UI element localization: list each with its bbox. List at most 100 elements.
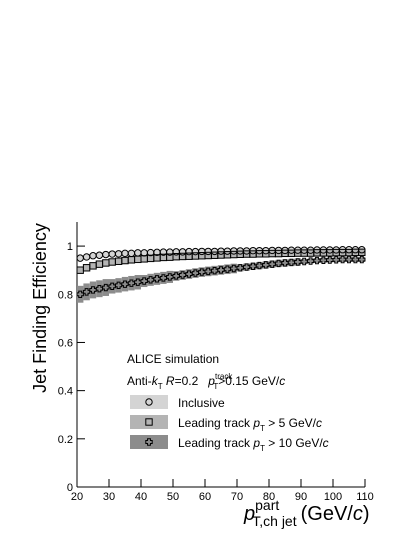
point xyxy=(191,269,200,277)
error-band xyxy=(102,259,109,267)
error-band xyxy=(89,262,97,270)
text-segment: c xyxy=(316,416,322,430)
point xyxy=(358,248,366,257)
error-band xyxy=(134,275,141,290)
error-band xyxy=(160,249,167,255)
point xyxy=(249,262,257,271)
point xyxy=(134,278,142,286)
point xyxy=(153,275,161,283)
text-segment: Leading track xyxy=(178,436,253,450)
x-tick-label: 80 xyxy=(263,491,275,503)
text-segment: Inclusive xyxy=(178,396,225,410)
annotation: Anti-kT R=0.2 ptrack T>0.15 GeV/c xyxy=(127,372,285,391)
error-band xyxy=(160,271,167,284)
error-band xyxy=(96,252,103,258)
error-band xyxy=(211,248,218,254)
point xyxy=(345,255,353,264)
error-band xyxy=(141,275,148,288)
error-band xyxy=(275,259,282,268)
error-band xyxy=(102,279,109,296)
error-band xyxy=(96,280,103,298)
text-segment: p xyxy=(207,374,215,388)
text-segment: Anti- xyxy=(127,374,152,388)
x-tick-label: 40 xyxy=(135,491,147,503)
annotation: ALICE simulation xyxy=(127,352,219,366)
error-band xyxy=(121,250,129,256)
point xyxy=(313,256,321,265)
text-segment: p xyxy=(243,503,255,525)
point xyxy=(358,255,366,264)
error-band xyxy=(217,248,225,254)
text-segment: Leading track xyxy=(178,416,253,430)
error-band xyxy=(192,252,199,260)
error-band xyxy=(333,248,340,257)
legend-label: Leading track pT > 5 GeV/c xyxy=(178,416,322,433)
point xyxy=(114,281,123,290)
error-band xyxy=(224,264,231,275)
point xyxy=(294,258,302,266)
x-tick-label: 110 xyxy=(356,491,374,503)
error-band xyxy=(179,252,186,261)
error-band xyxy=(141,255,148,263)
point xyxy=(76,290,84,298)
error-band xyxy=(89,253,97,259)
error-band xyxy=(173,271,180,281)
error-band xyxy=(205,251,212,260)
point xyxy=(127,279,136,287)
x-axis-label: ppart T,ch jet (GeV/c) xyxy=(243,497,370,529)
point xyxy=(166,273,174,281)
error-band xyxy=(134,250,141,256)
error-band xyxy=(147,273,154,286)
point xyxy=(172,272,180,280)
point xyxy=(145,398,153,406)
legend-swatch xyxy=(130,415,168,429)
point xyxy=(145,418,153,426)
point xyxy=(351,255,360,264)
point xyxy=(319,256,328,265)
y-axis-label: Jet Finding Efficiency xyxy=(30,223,50,393)
error-band xyxy=(134,255,141,263)
text-segment: > 10 GeV/ xyxy=(265,436,323,450)
error-band xyxy=(313,258,321,263)
error-band xyxy=(243,263,250,271)
text-segment: p xyxy=(252,436,260,450)
point xyxy=(300,257,308,266)
error-band xyxy=(89,281,97,299)
error-band xyxy=(77,285,84,303)
error-band xyxy=(205,248,212,254)
error-band xyxy=(217,251,225,259)
error-band xyxy=(83,283,90,301)
point xyxy=(145,438,153,446)
point xyxy=(326,256,334,264)
error-band xyxy=(141,250,148,256)
point xyxy=(82,288,91,296)
x-tick-label: 20 xyxy=(71,491,83,503)
error-band xyxy=(326,257,333,263)
y-tick-label: 0.2 xyxy=(58,434,73,446)
x-tick-label: 70 xyxy=(231,491,243,503)
point xyxy=(108,282,116,291)
error-band xyxy=(147,250,154,256)
text-segment: T xyxy=(260,424,265,433)
text-segment: =0.2 xyxy=(175,374,209,388)
error-band xyxy=(256,261,263,270)
error-band xyxy=(211,265,218,276)
error-band xyxy=(166,253,173,261)
error-band xyxy=(307,258,314,264)
y-tick-label: 1 xyxy=(67,241,73,253)
error-band xyxy=(166,270,173,283)
text-segment: ALICE simulation xyxy=(127,352,219,366)
point xyxy=(217,266,225,274)
text-segment: > 5 GeV/ xyxy=(265,416,317,430)
error-band xyxy=(115,251,122,257)
point xyxy=(223,265,232,273)
error-band xyxy=(153,254,161,262)
text-segment: >0.15 GeV/ xyxy=(218,374,280,388)
error-band xyxy=(128,275,135,291)
text-segment: R xyxy=(166,374,175,388)
point xyxy=(262,261,270,269)
error-band xyxy=(205,266,212,277)
error-band xyxy=(121,276,129,292)
point xyxy=(210,266,219,275)
error-band xyxy=(352,248,359,256)
